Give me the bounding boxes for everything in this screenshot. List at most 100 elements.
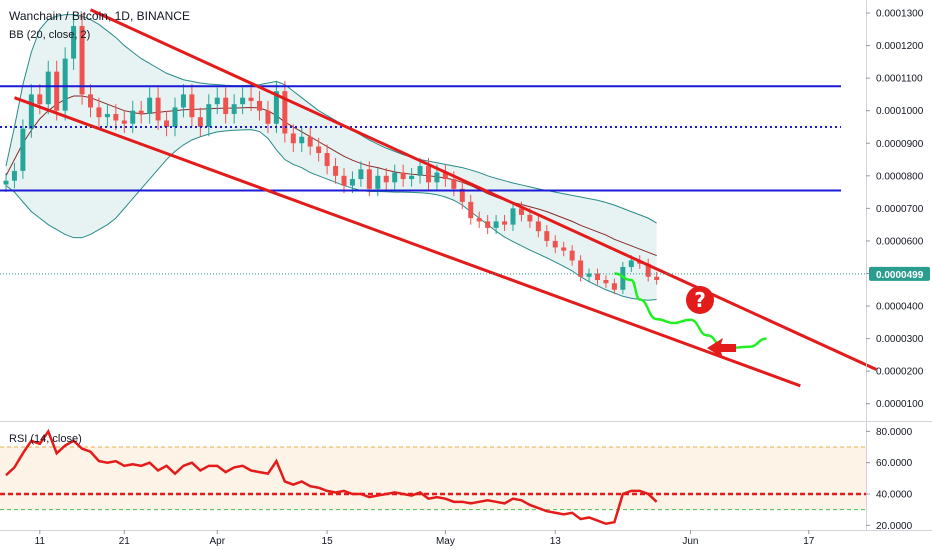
rsi-indicator-label[interactable]: RSI (14, close) [9, 433, 82, 445]
price-axis[interactable]: 0.0000100 0.0000200 0.0000300 0.0000400 0.00… [866, 0, 930, 532]
candle-body [257, 100, 262, 111]
legend: Wanchain / Bitcoin, 1D, BINANCE BB (20, … [9, 9, 190, 445]
candle-body [88, 94, 93, 108]
candle-body [28, 94, 34, 129]
candle-body [341, 175, 347, 186]
candle-body [586, 273, 592, 277]
candle-body [307, 136, 313, 147]
candle-body [273, 91, 279, 124]
price-tick-label: 0.0001200 [876, 41, 924, 52]
rsi-tick-label: 80.0000 [876, 427, 913, 438]
candle-body [578, 260, 584, 277]
candle-body [54, 71, 60, 111]
time-tick-label: Apr [209, 536, 225, 547]
candle-body [451, 179, 457, 189]
symbol-title[interactable]: Wanchain / Bitcoin, 1D, BINANCE [9, 9, 190, 23]
candle-body [197, 117, 203, 127]
projection-curve[interactable] [614, 272, 767, 350]
time-tick-label: May [436, 536, 455, 547]
arrow-icon[interactable] [707, 338, 736, 358]
candle-body [223, 97, 229, 114]
annotations[interactable]: ? [686, 286, 736, 358]
candle-body [79, 26, 85, 95]
price-tick-label: 0.0000700 [876, 204, 924, 215]
candle-body [104, 113, 110, 118]
price-tick-label: 0.0001000 [876, 106, 924, 117]
candle-body [654, 276, 660, 280]
candle-body [375, 175, 381, 189]
projection-path[interactable] [614, 272, 767, 350]
price-tick-label: 0.0000800 [876, 171, 924, 182]
candle-body [172, 107, 178, 127]
candle-body [611, 283, 617, 290]
bb-indicator-label[interactable]: BB (20, close, 2) [9, 29, 90, 41]
candle-body [3, 180, 9, 185]
trend-channel[interactable] [13, 8, 877, 388]
candle-body [510, 208, 516, 225]
rsi-tick-label: 20.0000 [876, 521, 913, 532]
candle-body [71, 26, 77, 59]
candle-body [206, 104, 212, 127]
time-tick-label: 21 [119, 536, 131, 547]
candle-body [366, 169, 372, 189]
candle-body [45, 71, 51, 105]
price-tick-label: 0.0000100 [876, 399, 924, 410]
candle-body [645, 263, 651, 277]
candle-body [527, 214, 533, 222]
candle-body [248, 97, 254, 101]
candle-body [147, 97, 153, 114]
candle-body [324, 153, 330, 167]
candle-body [409, 175, 415, 180]
candle-body [189, 94, 195, 118]
candle-body [96, 107, 102, 118]
candle-body [392, 172, 398, 183]
candle-body [37, 94, 43, 105]
time-tick-label: 17 [803, 536, 815, 547]
candle-body [138, 110, 144, 114]
price-tick-label: 0.0001100 [876, 74, 923, 85]
candle-body [535, 221, 541, 232]
channel-upper-line[interactable] [89, 8, 877, 371]
time-tick-label: Jun [682, 536, 698, 547]
candle-body [400, 172, 406, 180]
price-pane[interactable]: ? [0, 0, 877, 420]
candle-body [349, 179, 355, 186]
candle-body [113, 113, 119, 121]
rsi-pane[interactable] [0, 421, 932, 526]
channel-lower-line[interactable] [13, 96, 801, 388]
horizontal-levels[interactable] [0, 85, 841, 192]
candle-body [316, 146, 322, 154]
rsi-band-fill [0, 447, 866, 510]
candle-body [383, 175, 389, 183]
price-tick-label: 0.0001300 [876, 9, 924, 20]
candle-body [518, 208, 524, 215]
candle-body [62, 58, 68, 111]
rsi-tick-labels: 20.0000 40.0000 60.0000 80.0000 [866, 427, 913, 532]
current-price-label: 0.0000499 [876, 270, 924, 281]
candle-body [121, 120, 127, 124]
candle-body [485, 221, 491, 228]
candle-body [130, 110, 136, 124]
price-tick-label: 0.0000200 [876, 367, 924, 378]
question-mark-badge[interactable] [686, 286, 714, 314]
candle-body [333, 166, 339, 176]
candle-body [628, 260, 634, 267]
time-axis[interactable]: 11 21 Apr 15 May 13 Jun 17 [0, 530, 932, 547]
candle-body [180, 94, 186, 108]
candle-body [155, 97, 161, 121]
candle-body [240, 97, 246, 105]
price-tick-label: 0.0000300 [876, 334, 924, 345]
candles [3, 13, 660, 295]
candle-body [214, 97, 220, 105]
candle-body [459, 188, 465, 202]
candle-body [11, 170, 17, 181]
candle-body [426, 166, 431, 183]
candle-body [468, 201, 474, 219]
time-tick-label: 11 [35, 536, 46, 547]
candle-body [544, 231, 550, 241]
price-tick-label: 0.0000900 [876, 139, 924, 150]
rsi-tick-label: 60.0000 [876, 458, 913, 469]
candle-body [442, 172, 448, 180]
candle-body [290, 133, 296, 144]
candle-body [552, 240, 558, 248]
